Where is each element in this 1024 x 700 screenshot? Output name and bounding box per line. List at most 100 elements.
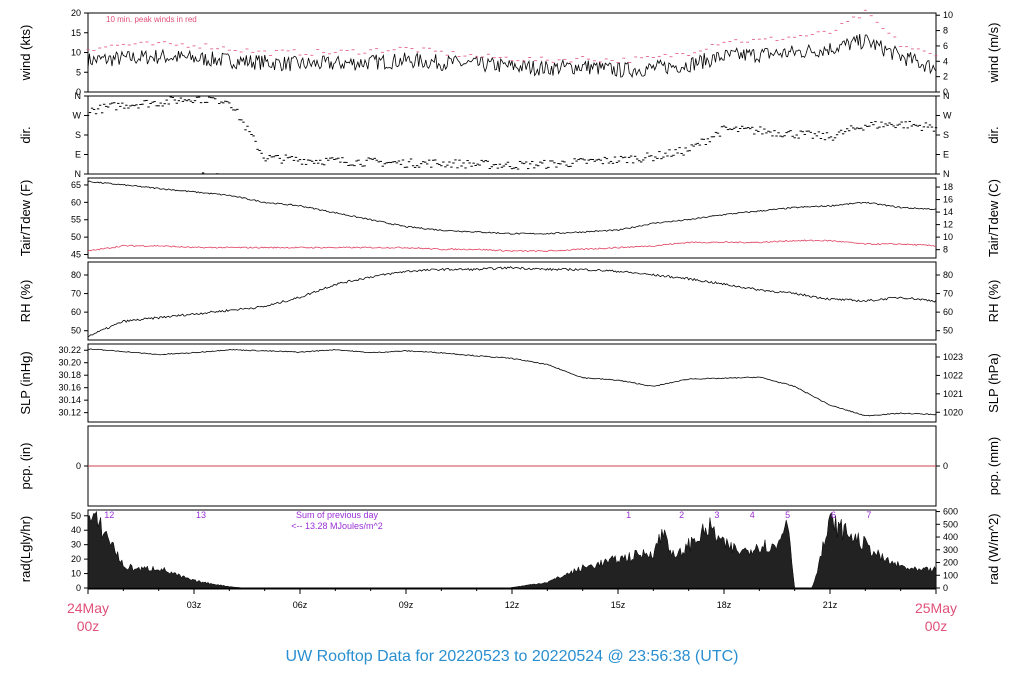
ylabel-left-temp: Tair/Tdew (F) xyxy=(18,180,33,257)
x-tick-label: 21z xyxy=(823,600,838,610)
ytick-label-left: 60 xyxy=(71,197,81,207)
rad-hour-annotation: 6 xyxy=(831,510,836,520)
rad-hour-annotation: 7 xyxy=(866,510,871,520)
x-end-date: 25May xyxy=(915,600,957,616)
ytick-label-right: 400 xyxy=(943,532,958,542)
ytick-label-left: 80 xyxy=(71,270,81,280)
ytick-label-left: E xyxy=(75,150,81,160)
ytick-label-left: 0 xyxy=(76,583,81,593)
ytick-label-left: 30.16 xyxy=(58,383,81,393)
series-line-wind xyxy=(87,34,937,79)
ytick-label-right: W xyxy=(943,111,952,121)
rad-hour-annotation: 13 xyxy=(196,510,206,520)
ytick-label-right: E xyxy=(943,150,949,160)
ytick-label-left: 45 xyxy=(71,250,81,260)
ylabel-left-rad: rad(Lgly/hr) xyxy=(18,516,33,582)
x-tick-label: 03z xyxy=(187,600,202,610)
panel-frame-wind xyxy=(87,12,937,93)
ytick-label-right: 16 xyxy=(943,195,953,205)
x-tick-label: 18z xyxy=(717,600,732,610)
ytick-label-right: 500 xyxy=(943,519,958,529)
rad-area xyxy=(87,510,937,589)
ylabel-left-dir: dir. xyxy=(18,126,33,143)
ytick-label-left: 10 xyxy=(71,569,81,579)
x-end-hour: 00z xyxy=(925,618,948,634)
series-line-tdew xyxy=(87,239,937,253)
ylabel-left-pcp: pcp. (in) xyxy=(18,443,33,490)
rad-sum-value: <-- 13.28 MJoules/m^2 xyxy=(291,521,383,531)
ylabel-left-slp: SLP (inHg) xyxy=(18,351,33,414)
ytick-label-right: 14 xyxy=(943,207,953,217)
x-tick-label: 12z xyxy=(505,600,520,610)
ytick-label-right: 10 xyxy=(943,10,953,20)
ytick-label-left: 50 xyxy=(71,511,81,521)
ytick-label-left: 20 xyxy=(71,8,81,18)
ytick-label-left: 70 xyxy=(71,289,81,299)
x-tick-label: 06z xyxy=(293,600,308,610)
ytick-label-right: 6 xyxy=(943,41,948,51)
ytick-label-right: 8 xyxy=(943,26,948,36)
ylabel-right-temp: Tair/Tdew (C) xyxy=(986,179,1001,257)
ytick-label-left: N xyxy=(75,91,82,101)
ytick-label-right: 2 xyxy=(943,72,948,82)
ytick-label-right: 12 xyxy=(943,220,953,230)
ylabel-left-rh: RH (%) xyxy=(18,280,33,323)
ytick-label-left: 50 xyxy=(71,326,81,336)
rad-hour-annotation: 3 xyxy=(714,510,719,520)
x-start-hour: 00z xyxy=(77,618,100,634)
series-line-tair xyxy=(87,180,937,235)
ytick-label-left: 30.12 xyxy=(58,408,81,418)
ytick-label-left: W xyxy=(73,111,82,121)
panel-frame-dir xyxy=(87,95,937,175)
ytick-label-left: 60 xyxy=(71,307,81,317)
ytick-label-left: 50 xyxy=(71,232,81,242)
x-tick-label: 09z xyxy=(399,600,414,610)
rad-hour-annotation: 12 xyxy=(104,510,114,520)
ytick-label-left: 0 xyxy=(76,461,81,471)
ytick-label-right: 60 xyxy=(943,307,953,317)
x-tick-label: 15z xyxy=(611,600,626,610)
panel-frame-rad xyxy=(87,509,937,589)
panel-frame-slp xyxy=(87,343,937,423)
rad-sum-label: Sum of previous day xyxy=(296,510,379,520)
ytick-label-left: 0 xyxy=(76,87,81,97)
ytick-label-right: 0 xyxy=(943,87,948,97)
ytick-label-right: 1020 xyxy=(943,407,963,417)
ylabel-right-rh: RH (%) xyxy=(986,280,1001,323)
ytick-label-right: N xyxy=(943,91,950,101)
ytick-label-right: 1021 xyxy=(943,389,963,399)
ylabel-right-slp: SLP (hPa) xyxy=(986,353,1001,413)
rad-hour-annotation: 1 xyxy=(626,510,631,520)
ytick-label-right: 70 xyxy=(943,289,953,299)
ytick-label-right: 80 xyxy=(943,270,953,280)
ytick-label-right: 0 xyxy=(943,461,948,471)
ytick-label-left: 15 xyxy=(71,28,81,38)
ytick-label-right: 1023 xyxy=(943,352,963,362)
ylabel-right-rad: rad (W/m^2) xyxy=(986,513,1001,584)
ytick-label-right: 1022 xyxy=(943,370,963,380)
ytick-label-right: 300 xyxy=(943,545,958,555)
panel-frame-rh xyxy=(87,261,937,341)
ytick-label-left: 30.14 xyxy=(58,395,81,405)
ytick-label-right: 4 xyxy=(943,56,948,66)
ytick-label-left: 65 xyxy=(71,180,81,190)
panel-frame-temp xyxy=(87,177,937,259)
ytick-label-right: 18 xyxy=(943,182,953,192)
ytick-label-left: 20 xyxy=(71,554,81,564)
series-line-rh xyxy=(87,266,937,338)
series-line-slp xyxy=(87,348,937,417)
ytick-label-right: N xyxy=(943,169,950,179)
ylabel-right-pcp: pcp. (mm) xyxy=(986,437,1001,496)
ytick-label-right: S xyxy=(943,130,949,140)
chart-title: UW Rooftop Data for 20220523 to 20220524… xyxy=(285,648,739,665)
rad-hour-annotation: 4 xyxy=(750,510,755,520)
rad-hour-annotation: 2 xyxy=(679,510,684,520)
ylabel-right-wind: wind (m/s) xyxy=(986,23,1001,84)
ytick-label-right: 100 xyxy=(943,570,958,580)
ytick-label-left: N xyxy=(75,169,82,179)
ytick-label-left: 30.20 xyxy=(58,358,81,368)
ytick-label-left: 10 xyxy=(71,48,81,58)
ytick-label-left: S xyxy=(75,130,81,140)
